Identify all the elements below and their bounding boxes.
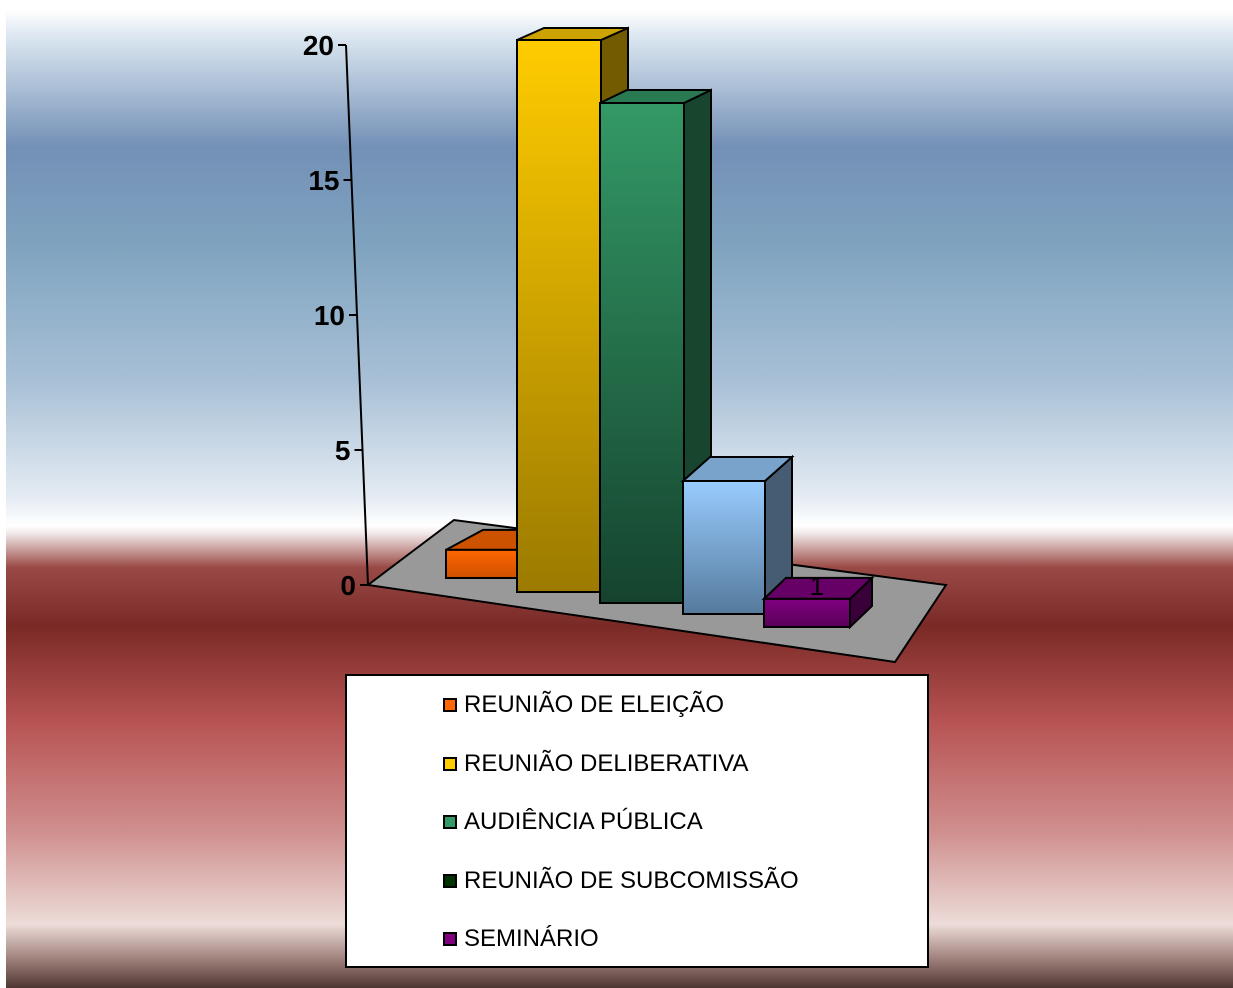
legend-label: SEMINÁRIO [464,925,599,952]
bar-front [516,39,602,593]
legend-swatch [443,932,457,946]
y-tick-label: 0 [340,570,356,601]
y-tick-label: 10 [314,300,345,331]
legend-label: REUNIÃO DE SUBCOMISSÃO [464,866,799,894]
y-tick-label: 15 [308,165,339,196]
data-labels-group: 1 [810,571,824,601]
data-label: 1 [810,571,824,601]
legend-swatch [443,873,457,888]
legend-label: AUDIÊNCIA PÚBLICA [464,808,703,835]
legend-item: SEMINÁRIO [443,925,599,952]
bar-front [763,597,851,628]
legend-swatch [443,698,457,712]
bar [761,575,875,630]
legend: REUNIÃO DE ELEIÇÃO REUNIÃO DELIBERATIVA AU… [345,674,929,968]
bar-front [599,102,685,604]
bars-group [445,26,875,630]
y-tick-label: 20 [303,30,334,61]
bar-front [445,548,526,579]
bar-front [682,480,766,615]
legend-item: REUNIÃO DE SUBCOMISSÃO [443,866,799,894]
bar [680,454,795,617]
legend-label: REUNIÃO DELIBERATIVA [464,749,749,777]
bar [599,88,712,605]
legend-item: REUNIÃO DE ELEIÇÃO [443,691,725,718]
y-axis-ticks: 0 5 10 15 20 [303,30,368,601]
legend-item: AUDIÊNCIA PÚBLICA [443,808,703,835]
legend-label: REUNIÃO DE ELEIÇÃO [464,691,725,718]
legend-item: REUNIÃO DELIBERATIVA [443,749,749,777]
legend-swatch [443,815,457,829]
legend-swatch [443,756,457,771]
y-tick-label: 5 [335,435,351,466]
